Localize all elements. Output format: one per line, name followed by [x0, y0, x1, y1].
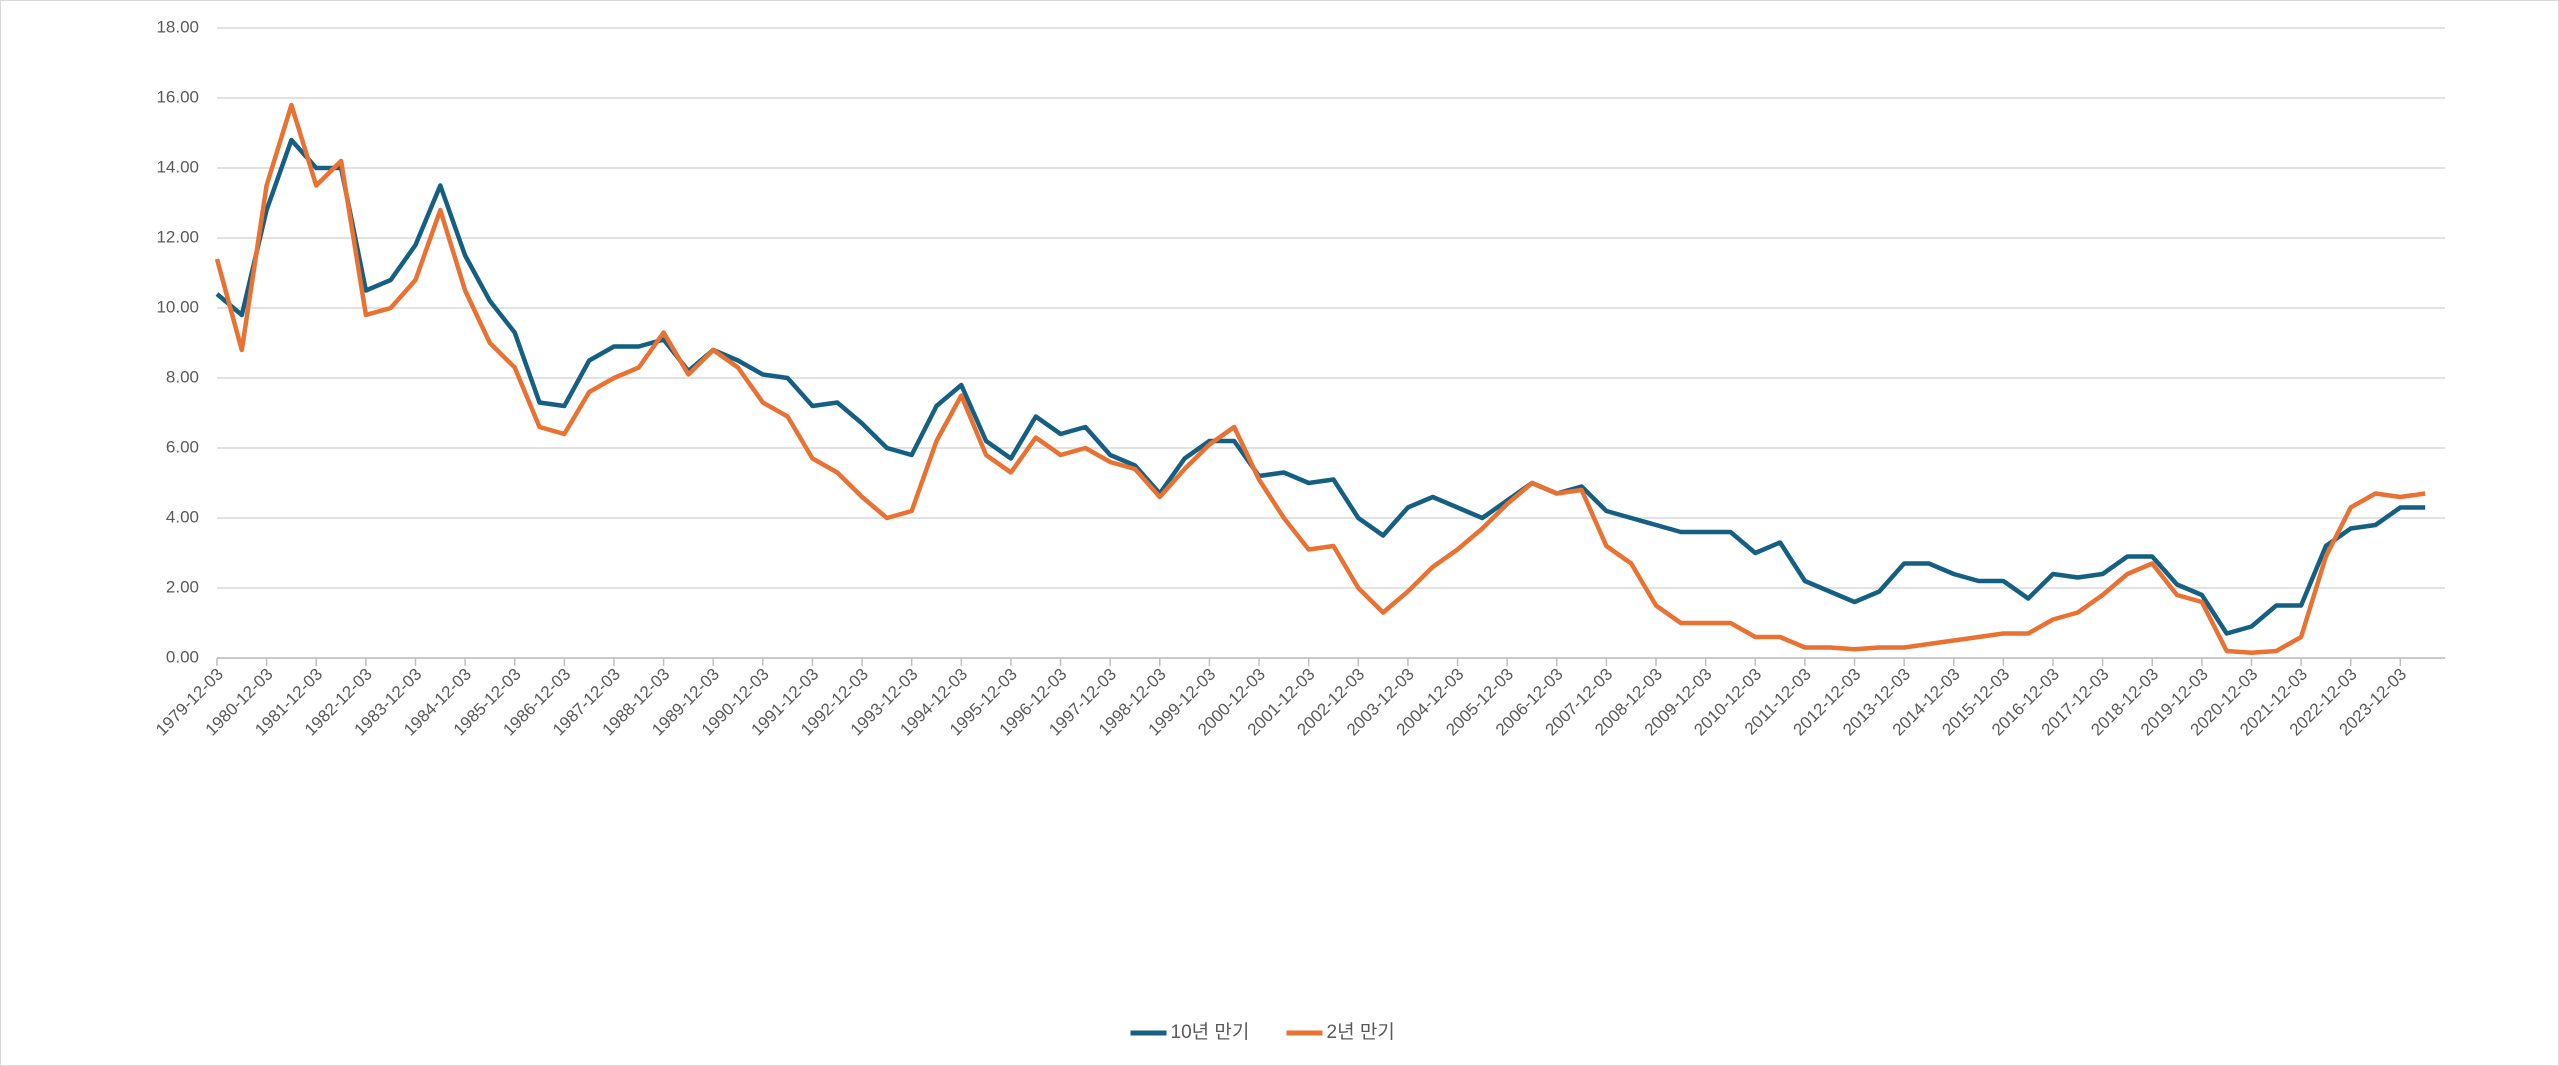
y-tick-label: 0.00 — [166, 647, 199, 666]
line-series — [215, 137, 2426, 636]
y-tick-label: 6.00 — [166, 437, 199, 456]
y-tick-label: 10.00 — [156, 297, 199, 316]
y-tick-label: 4.00 — [166, 507, 199, 526]
y-tick-label: 18.00 — [156, 17, 199, 36]
y-tick-label: 12.00 — [156, 227, 199, 246]
y-tick-label: 8.00 — [166, 367, 199, 386]
legend-label: 2년 만기 — [1327, 1021, 1395, 1043]
line-series — [214, 102, 2426, 656]
y-tick-label: 16.00 — [156, 87, 199, 106]
legend-label: 10년 만기 — [1171, 1021, 1250, 1043]
legend: 10년 만기 2년 만기 — [1130, 1021, 1395, 1043]
y-tick-label: 14.00 — [156, 157, 199, 176]
y-tick-label: 2.00 — [166, 577, 199, 596]
